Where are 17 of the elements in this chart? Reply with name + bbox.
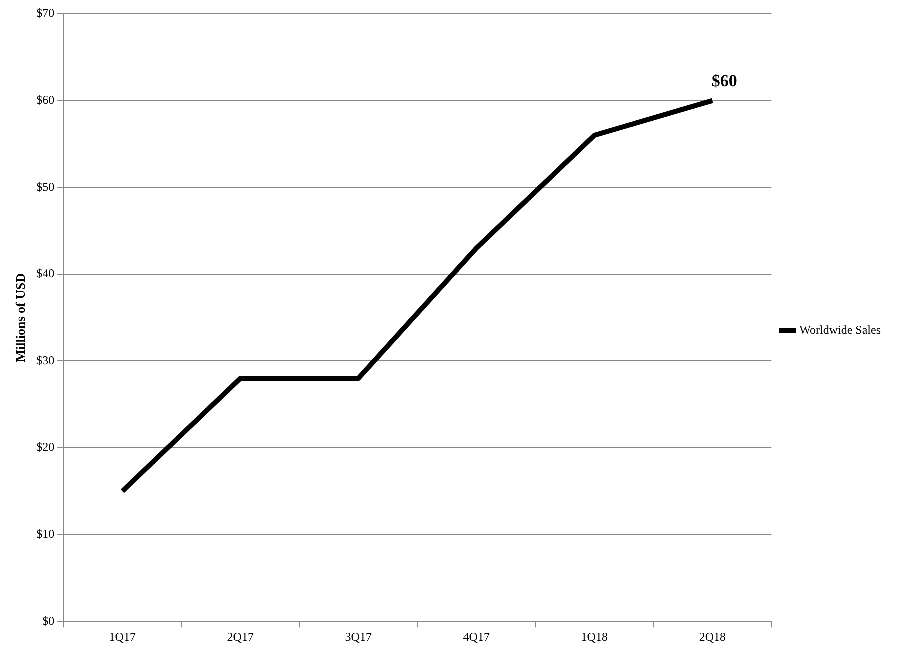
y-tick-label: $0 bbox=[42, 614, 55, 628]
x-tick-label: 3Q17 bbox=[345, 630, 372, 644]
x-tick-label: 2Q17 bbox=[227, 630, 254, 644]
x-tick-label: 1Q17 bbox=[109, 630, 136, 644]
y-axis-title: Millions of USD bbox=[13, 273, 28, 362]
x-tick-label: 2Q18 bbox=[699, 630, 726, 644]
annotation: $60 bbox=[712, 72, 738, 91]
y-tick-label: $10 bbox=[36, 526, 55, 541]
y-tick-label: $50 bbox=[36, 180, 55, 194]
legend-label: Worldwide Sales bbox=[800, 323, 882, 338]
x-tick-label: 1Q18 bbox=[581, 630, 608, 644]
y-tick-label: $20 bbox=[36, 440, 55, 454]
y-tick-label: $30 bbox=[36, 353, 55, 368]
y-tick-label: $60 bbox=[36, 92, 55, 107]
y-tick-label: $40 bbox=[36, 266, 55, 281]
y-tick-label: $70 bbox=[36, 6, 55, 20]
x-tick-label: 4Q17 bbox=[463, 630, 490, 644]
